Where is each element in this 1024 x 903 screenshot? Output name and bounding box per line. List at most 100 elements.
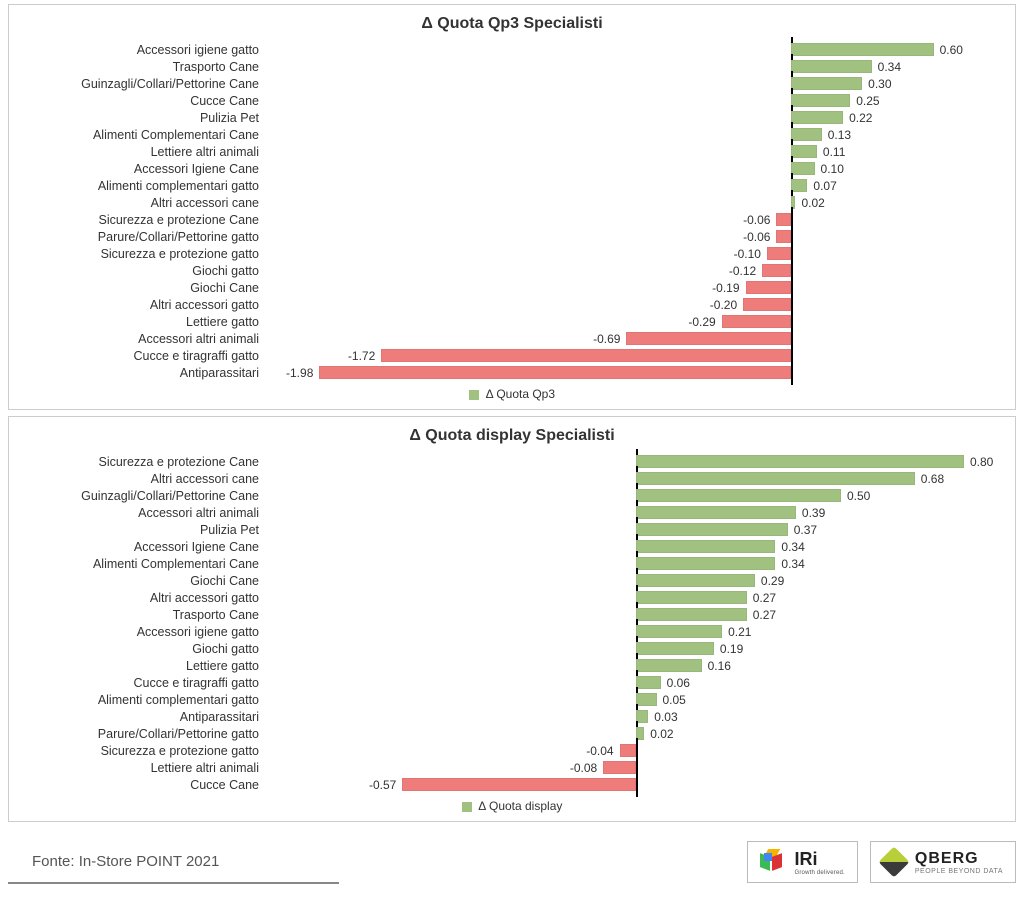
value-label: 0.34 (781, 555, 804, 572)
bar (636, 506, 796, 519)
iri-logo-main: IRi (794, 849, 844, 870)
value-label: 0.11 (823, 143, 845, 160)
bar (636, 693, 657, 706)
chart-row: Accessori Igiene Cane0.34 (19, 538, 1005, 555)
bar (776, 230, 790, 243)
bar (636, 642, 714, 655)
bar (319, 366, 790, 379)
row-plot: -0.29 (267, 313, 1005, 330)
qberg-logo-sub: PEOPLE BEYOND DATA (915, 868, 1003, 875)
value-label: 0.13 (828, 126, 851, 143)
logo-qberg: QBERG PEOPLE BEYOND DATA (870, 841, 1016, 883)
chart-qp3-legend-label: Δ Quota Qp3 (486, 387, 555, 401)
category-label: Accessori igiene gatto (19, 43, 267, 57)
chart-row: Cucce e tiragraffi gatto -1.72 (19, 347, 1005, 364)
row-plot: 0.10 (267, 160, 1005, 177)
chart-row: Lettiere gatto-0.29 (19, 313, 1005, 330)
legend-swatch-icon (469, 390, 479, 400)
bar (791, 77, 862, 90)
category-label: Cucce e tiragraffi gatto (19, 349, 267, 363)
value-label: -0.57 (369, 776, 396, 793)
value-label: -0.06 (743, 228, 770, 245)
bar (767, 247, 791, 260)
category-label: Giochi gatto (19, 642, 267, 656)
bar (791, 128, 822, 141)
bar (603, 761, 636, 774)
row-plot: -0.57 (267, 776, 1005, 793)
value-label: 0.39 (802, 504, 825, 521)
value-label: 0.10 (821, 160, 844, 177)
chart-row: Sicurezza e protezione gatto-0.10 (19, 245, 1005, 262)
bar (636, 523, 788, 536)
row-plot: -1.72 (267, 347, 1005, 364)
bar (791, 111, 843, 124)
category-label: Lettiere gatto (19, 659, 267, 673)
chart-row: Trasporto Cane0.34 (19, 58, 1005, 75)
value-label: 0.27 (753, 606, 776, 623)
bar (402, 778, 636, 791)
category-label: Antiparassitari (19, 366, 267, 380)
chart-row: Giochi gatto-0.12 (19, 262, 1005, 279)
chart-row: Accessori altri animali-0.69 (19, 330, 1005, 347)
chart-row: Giochi Cane 0.29 (19, 572, 1005, 589)
chart-row: Altri accessori cane0.02 (19, 194, 1005, 211)
chart-row: Sicurezza e protezione Cane -0.06 (19, 211, 1005, 228)
value-label: 0.80 (970, 453, 993, 470)
category-label: Altri accessori gatto (19, 298, 267, 312)
chart-row: Altri accessori gatto0.27 (19, 589, 1005, 606)
chart-row: Lettiere altri animali-0.08 (19, 759, 1005, 776)
bar (636, 676, 661, 689)
value-label: -1.72 (348, 347, 375, 364)
row-plot: -0.19 (267, 279, 1005, 296)
category-label: Parure/Collari/Pettorine gatto (19, 727, 267, 741)
qberg-diamond-icon (878, 846, 909, 877)
chart-row: Parure/Collari/Pettorine gatto -0.06 (19, 228, 1005, 245)
chart-qp3-panel: Δ Quota Qp3 Specialisti Accessori igiene… (8, 4, 1016, 410)
category-label: Accessori igiene gatto (19, 625, 267, 639)
value-label: -0.04 (586, 742, 613, 759)
category-label: Giochi Cane (19, 574, 267, 588)
value-label: 0.02 (802, 194, 825, 211)
chart-row: Cucce Cane -0.57 (19, 776, 1005, 793)
bar (791, 162, 815, 175)
row-plot: 0.30 (267, 75, 1005, 92)
value-label: 0.03 (654, 708, 677, 725)
row-plot: -0.20 (267, 296, 1005, 313)
qberg-logo-main: QBERG (915, 850, 1003, 868)
category-label: Alimenti Complementari Cane (19, 128, 267, 142)
chart-display-panel: Δ Quota display Specialisti Sicurezza e … (8, 416, 1016, 822)
row-plot: -0.06 (267, 228, 1005, 245)
value-label: -0.08 (570, 759, 597, 776)
value-label: -0.12 (729, 262, 756, 279)
chart-row: Giochi Cane-0.19 (19, 279, 1005, 296)
chart-row: Parure/Collari/Pettorine gatto0.02 (19, 725, 1005, 742)
value-label: 0.68 (921, 470, 944, 487)
category-label: Altri accessori cane (19, 472, 267, 486)
category-label: Sicurezza e protezione gatto (19, 744, 267, 758)
value-label: 0.06 (667, 674, 690, 691)
category-label: Giochi Cane (19, 281, 267, 295)
value-label: 0.29 (761, 572, 784, 589)
bar (636, 472, 915, 485)
category-label: Lettiere altri animali (19, 145, 267, 159)
value-label: 0.34 (781, 538, 804, 555)
chart-row: Altri accessori gatto-0.20 (19, 296, 1005, 313)
row-plot: -1.98 (267, 364, 1005, 381)
row-plot: -0.69 (267, 330, 1005, 347)
bar (746, 281, 791, 294)
category-label: Alimenti complementari gatto (19, 179, 267, 193)
category-label: Pulizia Pet (19, 523, 267, 537)
bar (791, 145, 817, 158)
chart-row: Sicurezza e protezione gatto -0.04 (19, 742, 1005, 759)
value-label: -0.06 (743, 211, 770, 228)
bar (791, 43, 934, 56)
value-label: 0.05 (663, 691, 686, 708)
category-label: Pulizia Pet (19, 111, 267, 125)
bar (636, 455, 964, 468)
category-label: Cucce Cane (19, 778, 267, 792)
chart-row: Antiparassitari-1.98 (19, 364, 1005, 381)
bar (636, 540, 775, 553)
category-label: Parure/Collari/Pettorine gatto (19, 230, 267, 244)
category-label: Sicurezza e protezione Cane (19, 213, 267, 227)
row-plot: 0.11 (267, 143, 1005, 160)
